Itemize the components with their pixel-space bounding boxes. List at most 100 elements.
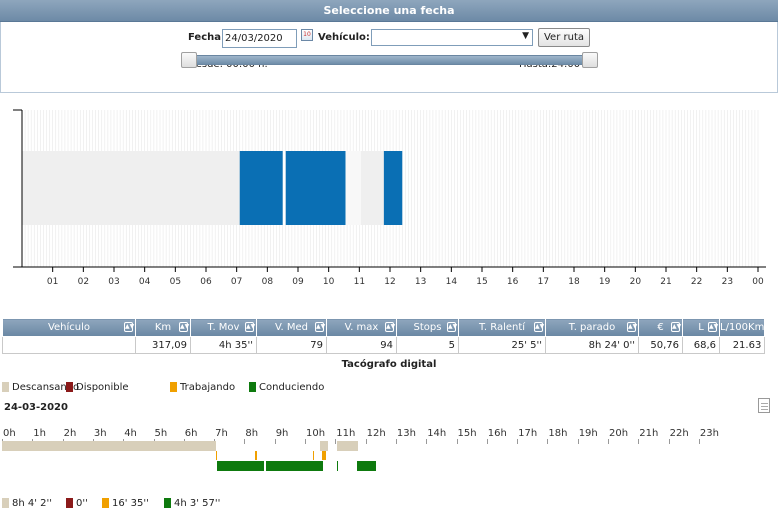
table-cell: 317,09 xyxy=(135,336,191,354)
hour-label: 0h xyxy=(3,428,16,439)
hour-label: 4h xyxy=(124,428,137,439)
hour-label: 21h xyxy=(639,428,659,439)
hour-label: 13h xyxy=(396,428,416,439)
sort-icon[interactable]: ▲▼ xyxy=(708,322,719,332)
x-tick-label: 09 xyxy=(292,277,304,287)
activity-segment xyxy=(22,151,240,225)
chevron-down-icon: ▼ xyxy=(522,31,529,41)
sort-icon[interactable]: ▲▼ xyxy=(124,322,135,332)
total-swatch xyxy=(2,498,9,508)
fecha-label: Fecha xyxy=(188,32,222,43)
sort-icon[interactable]: ▲▼ xyxy=(627,322,638,332)
sort-icon[interactable]: ▲▼ xyxy=(671,322,682,332)
hour-label: 18h xyxy=(548,428,568,439)
table-cell: 94 xyxy=(326,336,397,354)
hour-tick xyxy=(638,439,640,444)
fecha-input[interactable]: 24/03/2020 xyxy=(222,29,297,48)
table-cell xyxy=(2,336,136,354)
x-tick-label: 05 xyxy=(169,277,182,287)
x-tick-label: 00 xyxy=(752,277,764,287)
table-cell: 21.63 xyxy=(718,336,766,354)
x-tick-label: 07 xyxy=(230,277,243,287)
document-icon[interactable] xyxy=(758,398,770,413)
column-header-label: Km xyxy=(154,322,172,333)
column-header-label: T. Mov xyxy=(207,322,240,333)
hour-label: 17h xyxy=(518,428,538,439)
x-tick-label: 11 xyxy=(353,277,366,287)
column-header[interactable]: Stops ▲▼ xyxy=(396,318,459,337)
hour-tick xyxy=(426,439,428,444)
legend-swatch xyxy=(66,382,73,392)
table-cell: 8h 24' 0'' xyxy=(545,336,639,354)
column-header[interactable]: L/100Km xyxy=(718,318,766,337)
rest-segment xyxy=(320,441,328,451)
hour-label: 1h xyxy=(33,428,46,439)
column-header[interactable]: V. Med ▲▼ xyxy=(256,318,327,337)
x-tick-label: 10 xyxy=(322,277,335,287)
x-tick-label: 23 xyxy=(721,277,734,287)
hour-label: 10h xyxy=(306,428,326,439)
column-header[interactable]: Vehículo ▲▼ xyxy=(2,318,136,337)
column-header[interactable]: L ▲▼ xyxy=(682,318,720,337)
sort-icon[interactable]: ▲▼ xyxy=(534,322,545,332)
hour-tick xyxy=(244,439,246,444)
total-swatch xyxy=(66,498,73,508)
hour-label: 8h xyxy=(245,428,259,439)
activity-segment xyxy=(239,151,283,225)
work-segment xyxy=(255,451,257,460)
total-swatch xyxy=(164,498,171,508)
ver-ruta-button[interactable]: Ver ruta xyxy=(538,28,590,47)
sort-icon[interactable]: ▲▼ xyxy=(315,322,326,332)
hour-tick xyxy=(486,439,488,444)
calendar-icon[interactable]: 10 xyxy=(301,29,313,41)
x-tick-label: 20 xyxy=(629,277,642,287)
sort-icon[interactable]: ▲▼ xyxy=(385,322,396,332)
column-header[interactable]: T. Mov ▲▼ xyxy=(190,318,257,337)
hour-tick xyxy=(305,439,306,444)
sort-icon[interactable]: ▲▼ xyxy=(179,322,190,332)
hour-label: 23h xyxy=(699,428,719,439)
range-start-handle[interactable] xyxy=(181,52,197,68)
drive-segment xyxy=(265,461,324,471)
hour-label: 5h xyxy=(154,428,168,439)
drive-segment xyxy=(336,461,339,471)
x-tick-label: 03 xyxy=(108,277,120,287)
hour-tick xyxy=(456,439,458,444)
x-tick-label: 12 xyxy=(384,277,396,287)
hour-label: 20h xyxy=(609,428,629,439)
x-tick-label: 18 xyxy=(568,277,580,287)
hour-label: 7h xyxy=(215,428,228,439)
x-tick-label: 21 xyxy=(660,277,672,287)
legend-label: Conduciendo xyxy=(259,382,325,393)
hour-tick xyxy=(274,439,276,444)
table-cell: 5 xyxy=(396,336,459,354)
activity-segment xyxy=(285,151,346,225)
vehiculo-select[interactable]: ▼ xyxy=(371,29,533,46)
column-header[interactable]: Km ▲▼ xyxy=(135,318,191,337)
x-tick-label: 15 xyxy=(476,277,488,287)
legend-swatch xyxy=(249,382,256,392)
range-end-handle[interactable] xyxy=(582,52,598,68)
legend-label: Descansando xyxy=(12,382,80,393)
drive-segment xyxy=(217,461,265,471)
hour-label: 19h xyxy=(578,428,598,439)
work-segment xyxy=(215,451,218,460)
total-value: 16' 35'' xyxy=(112,498,149,509)
table-row: 317,09 4h 35'' 79 94 5 25' 5'' 8h 24' 0'' 50,76… xyxy=(2,336,766,354)
column-header-label: Stops xyxy=(413,322,442,333)
column-header-label: V. max xyxy=(344,322,379,333)
total-value: 8h 4' 2'' xyxy=(12,498,53,509)
column-header[interactable]: € ▲▼ xyxy=(638,318,683,337)
legend-swatch xyxy=(2,382,9,392)
sort-icon[interactable]: ▲▼ xyxy=(447,322,458,332)
work-segment xyxy=(312,451,315,460)
column-header-label: Vehículo xyxy=(47,322,91,333)
sort-icon[interactable]: ▲▼ xyxy=(245,322,256,332)
time-range-track[interactable] xyxy=(190,55,590,65)
table-cell: 50,76 xyxy=(638,336,683,354)
column-header[interactable]: V. max ▲▼ xyxy=(326,318,397,337)
x-tick-label: 06 xyxy=(200,277,212,287)
legend-swatch xyxy=(170,382,177,392)
column-header[interactable]: T. Ralentí ▲▼ xyxy=(458,318,546,337)
column-header[interactable]: T. parado ▲▼ xyxy=(545,318,639,337)
